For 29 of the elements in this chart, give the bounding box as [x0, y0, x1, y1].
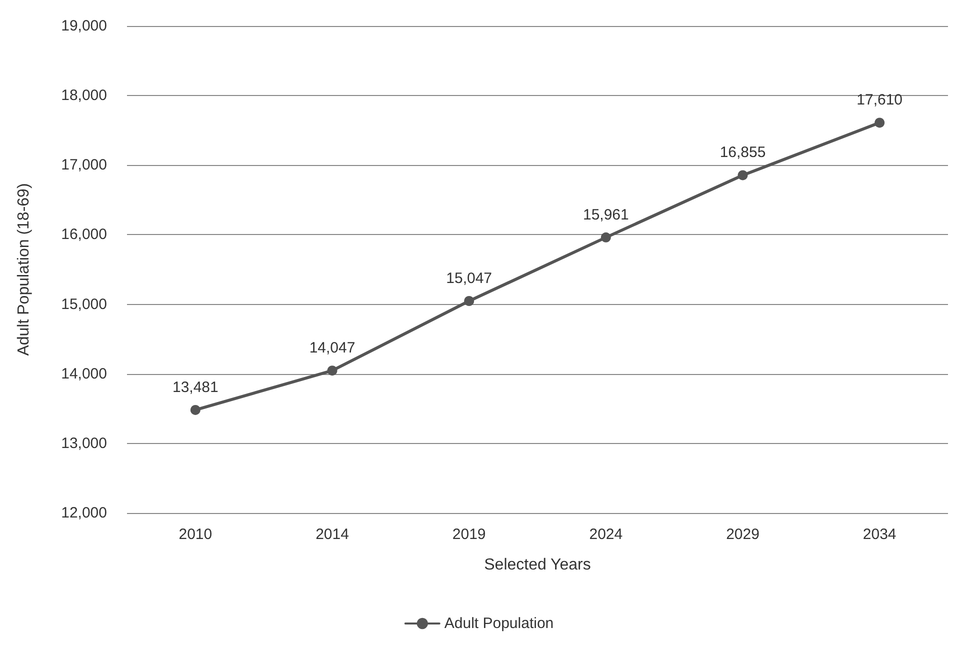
data-label: 17,610 — [856, 92, 903, 109]
y-axis-title: Adult Population (18-69) — [16, 183, 32, 356]
point — [738, 170, 748, 180]
x-tick-label: 2029 — [726, 526, 760, 543]
x-tick-label: 2010 — [178, 526, 212, 543]
y-tick-label: 15,000 — [61, 296, 107, 313]
y-tick-label: 19,000 — [61, 18, 107, 34]
data-label: 14,047 — [309, 340, 356, 357]
y-tick-label: 12,000 — [61, 504, 107, 522]
data-label: 15,047 — [446, 270, 492, 288]
x-axis-title: Selected Years — [484, 556, 591, 574]
y-tick-label: 14,000 — [61, 365, 107, 382]
y-tick-label: 16,000 — [61, 226, 107, 244]
point — [600, 232, 611, 242]
y-tick-label: 17,000 — [61, 156, 107, 174]
y-tick-label: 18,000 — [61, 87, 107, 104]
point — [190, 404, 200, 415]
x-tick-label: 2034 — [862, 526, 896, 543]
data-label: 16,855 — [720, 144, 766, 162]
x-tick-label: 2014 — [316, 526, 349, 543]
legend-label: Adult Population — [444, 615, 554, 632]
point — [327, 366, 338, 376]
data-label: 15,961 — [582, 206, 629, 224]
x-tick-label: 2024 — [589, 526, 623, 543]
x-tick-label: 2019 — [452, 526, 486, 543]
point — [874, 118, 885, 128]
y-tick-label: 13,000 — [61, 434, 107, 452]
point — [464, 296, 474, 306]
data-label: 13,481 — [172, 378, 218, 396]
